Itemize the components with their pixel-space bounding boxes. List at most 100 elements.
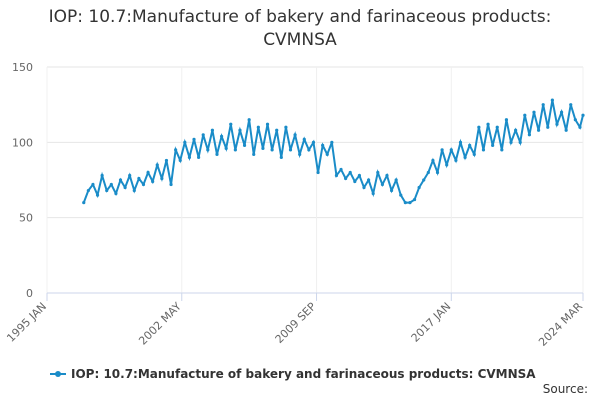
point [536,128,541,132]
point [514,128,518,132]
point [307,148,311,152]
point [298,152,302,156]
point [362,185,366,190]
point [288,148,293,152]
point [187,155,192,159]
point [82,201,86,205]
point [431,158,435,163]
point [256,125,260,129]
point [252,152,256,156]
point [504,118,509,122]
point [385,173,389,178]
point [247,118,251,122]
point [114,191,118,196]
point [348,170,352,175]
point [100,173,104,178]
point [270,148,274,152]
source: Source: [543,382,588,396]
point [132,188,136,193]
point [302,137,306,141]
point [509,140,513,144]
point [316,170,320,175]
y-tick-label: 0 [26,287,33,300]
point [353,179,357,184]
point [242,143,247,147]
point [477,125,481,129]
point [523,113,527,117]
point [422,178,426,182]
point [546,125,550,129]
point [160,176,164,181]
point [417,185,421,190]
point [311,140,316,144]
point [486,122,490,126]
point [435,170,440,175]
point [192,137,196,141]
point [229,122,233,126]
point [458,140,463,144]
point [215,152,219,156]
point [174,148,178,152]
point [219,134,224,138]
point [376,170,380,175]
point [86,188,90,193]
legend-label: IOP: 10.7:Manufacture of bakery and fari… [71,367,536,381]
point [564,128,568,132]
point [527,133,532,137]
point [555,122,559,126]
point [137,176,141,181]
point [95,193,100,197]
point [334,173,339,178]
point [105,188,109,193]
point [581,113,585,117]
point [233,148,237,152]
point [367,178,371,182]
point [155,163,159,167]
point [265,122,270,126]
point [357,173,362,178]
point [491,143,495,147]
point [275,128,279,132]
point [325,152,329,156]
point [578,125,582,129]
point [569,103,573,107]
point [532,110,536,114]
point [293,133,297,137]
point [151,179,155,184]
point [141,182,146,187]
point [284,125,288,129]
x-tick-label: 2002 MAY [136,300,184,348]
x-tick-label: 2017 JAN [409,300,454,345]
point [146,170,150,175]
point [201,133,205,137]
point [123,185,127,190]
point [412,197,417,202]
point [403,201,407,205]
point [164,158,169,163]
y-tick-label: 50 [19,212,33,225]
y-tick-label: 150 [12,61,33,74]
point [380,182,384,187]
point [178,158,182,163]
point [472,152,476,156]
point [339,167,343,172]
x-tick-label: 2009 SEP [273,300,319,346]
point [238,128,242,132]
point [408,201,412,205]
point [109,182,113,187]
chart-title: IOP: 10.7:Manufacture of bakery and fari… [48,7,552,50]
x-tick-label: 2024 MAR [536,300,585,349]
point [261,146,265,150]
point [279,155,283,159]
point [371,191,375,196]
point [394,178,398,182]
point [440,148,444,152]
point [197,155,201,159]
point [573,118,577,122]
point [541,103,545,107]
point [210,128,214,132]
point [500,148,504,152]
x-tick-label: 1995 JAN [4,300,49,345]
